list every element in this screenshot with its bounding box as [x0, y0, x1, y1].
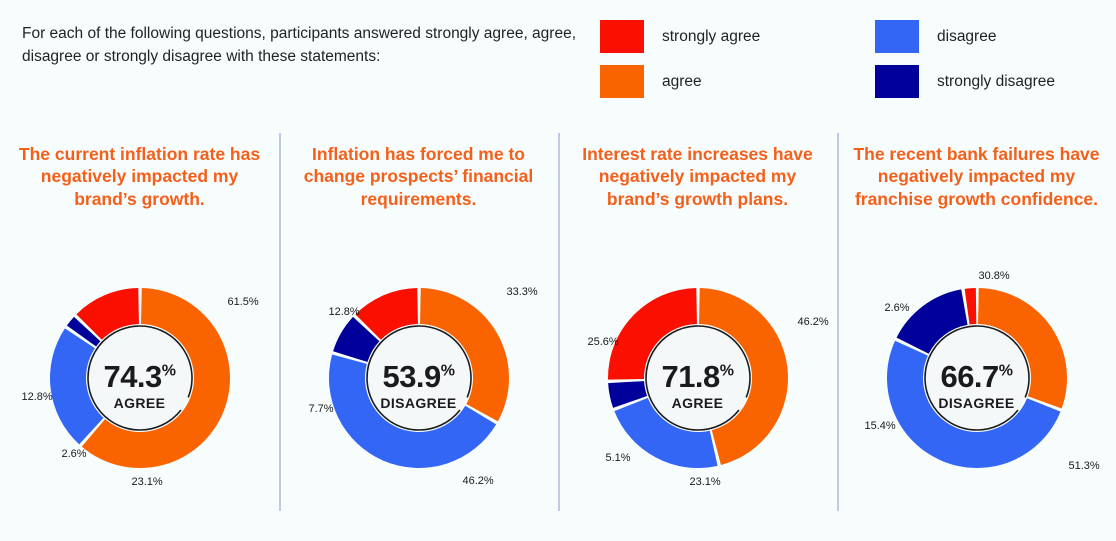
- donut-slice-disagree: [886, 340, 1060, 468]
- slice-label-strongly-agree: 12.8%: [328, 306, 360, 318]
- legend-label-strongly-agree: strongly agree: [662, 27, 761, 45]
- legend: strongly agree disagree agree strongly d…: [600, 14, 1100, 104]
- slice-label-strongly-disagree: 7.7%: [308, 403, 334, 415]
- chart-title-4: The recent bank failures have negatively…: [853, 144, 1100, 209]
- intro-text: For each of the following questions, par…: [22, 25, 577, 66]
- legend-item-strongly-disagree: strongly disagree: [875, 65, 1100, 98]
- donut-slice-strongly-agree: [607, 288, 697, 380]
- donut-inner-disc: [645, 326, 750, 430]
- donut-svg-3: [607, 288, 788, 468]
- slice-label-strongly-disagree: 2.6%: [61, 448, 87, 460]
- legend-item-strongly-agree: strongly agree: [600, 20, 875, 53]
- chart-title-1: The current inflation rate has negativel…: [18, 144, 261, 209]
- slice-label-strongly-disagree: 5.1%: [605, 452, 631, 464]
- donut-slice-disagree: [49, 328, 104, 445]
- donut-svg-2: [328, 288, 509, 469]
- donut-slice-strongly-agree: [75, 288, 139, 340]
- slice-label-disagree: 51.3%: [1068, 460, 1100, 472]
- legend-label-strongly-disagree: strongly disagree: [937, 72, 1056, 90]
- donut-svg-1: [49, 288, 230, 468]
- chart-title-2: Inflation has forced me to change prospe…: [303, 144, 534, 209]
- legend-swatch-disagree: [875, 20, 919, 53]
- slice-label-disagree: 23.1%: [131, 476, 163, 488]
- chart-columns: The current inflation rate has negativel…: [0, 133, 1116, 513]
- chart-title-3: Interest rate increases have negatively …: [582, 144, 813, 209]
- slice-label-strongly-agree: 2.6%: [884, 302, 910, 314]
- donut-chart-4: 66.7% DISAGREE 30.8% 51.3% 15.4% 2.6%: [847, 253, 1107, 503]
- slice-label-disagree: 46.2%: [462, 475, 494, 487]
- donut-slice-strongly-disagree: [66, 316, 100, 347]
- donut-slice-strongly-disagree: [332, 316, 379, 362]
- donut-inner-disc: [87, 326, 192, 430]
- chart-column-1: The current inflation rate has negativel…: [0, 133, 279, 513]
- donut-inner-disc: [924, 326, 1029, 430]
- donut-slice-disagree: [328, 354, 496, 469]
- slice-label-agree: 46.2%: [797, 316, 829, 328]
- legend-item-disagree: disagree: [875, 20, 1100, 53]
- legend-swatch-strongly-agree: [600, 20, 644, 53]
- slice-label-disagree: 23.1%: [689, 476, 721, 488]
- donut-slice-agree: [81, 288, 230, 468]
- donut-inner-ring: [86, 325, 193, 431]
- donut-inner-ring: [365, 325, 472, 431]
- slice-label-agree: 61.5%: [227, 296, 259, 308]
- donut-slice-agree: [977, 288, 1067, 409]
- legend-label-disagree: disagree: [937, 27, 997, 45]
- slice-label-strongly-agree: 12.8%: [21, 391, 53, 403]
- legend-item-agree: agree: [600, 65, 875, 98]
- donut-svg-4: [886, 288, 1067, 468]
- donut-slice-agree: [419, 288, 509, 422]
- chart-column-3: Interest rate increases have negatively …: [558, 133, 837, 513]
- slice-label-agree: 30.8%: [978, 270, 1010, 282]
- legend-swatch-strongly-disagree: [875, 65, 919, 98]
- donut-slice-disagree: [613, 397, 718, 468]
- legend-label-agree: agree: [662, 72, 702, 90]
- slice-label-strongly-agree: 25.6%: [587, 336, 619, 348]
- donut-chart-1: 74.3% AGREE 61.5% 23.1% 2.6% 12.8%: [10, 253, 270, 503]
- chart-column-4: The recent bank failures have negatively…: [837, 133, 1116, 513]
- donut-slice-strongly-disagree: [607, 381, 647, 408]
- donut-slice-strongly-agree: [354, 288, 418, 340]
- chart-column-2: Inflation has forced me to change prospe…: [279, 133, 558, 513]
- donut-chart-2: 53.9% DISAGREE 33.3% 46.2% 7.7% 12.8%: [289, 253, 549, 503]
- donut-inner-ring: [644, 325, 751, 431]
- slice-label-agree: 33.3%: [506, 286, 538, 298]
- donut-slice-agree: [698, 288, 788, 466]
- donut-slice-strongly-disagree: [896, 289, 968, 354]
- donut-slice-strongly-agree: [964, 288, 976, 325]
- donut-chart-3: 71.8% AGREE 46.2% 23.1% 5.1% 25.6%: [568, 253, 829, 503]
- legend-swatch-agree: [600, 65, 644, 98]
- slice-label-strongly-disagree: 15.4%: [864, 420, 896, 432]
- donut-inner-ring: [923, 325, 1030, 431]
- donut-inner-disc: [366, 326, 471, 430]
